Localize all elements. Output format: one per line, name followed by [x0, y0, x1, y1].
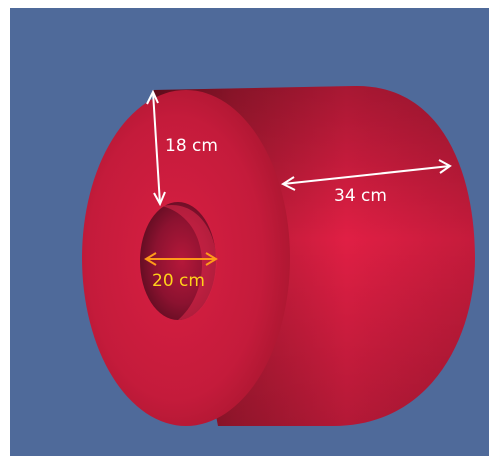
3d-viewport: 18 cm 34 cm 20 cm — [10, 8, 489, 456]
inner-diameter-label: 20 cm — [152, 271, 205, 291]
hole-inner-wall — [162, 204, 217, 320]
radial-thickness-dimension — [146, 89, 166, 207]
inner-diameter-dimension — [144, 252, 218, 266]
length-label: 34 cm — [334, 186, 387, 206]
hollow-cylinder-diagram: 18 cm 34 cm 20 cm — [82, 85, 475, 427]
length-dimension — [280, 159, 452, 191]
radial-thickness-label: 18 cm — [165, 136, 218, 156]
